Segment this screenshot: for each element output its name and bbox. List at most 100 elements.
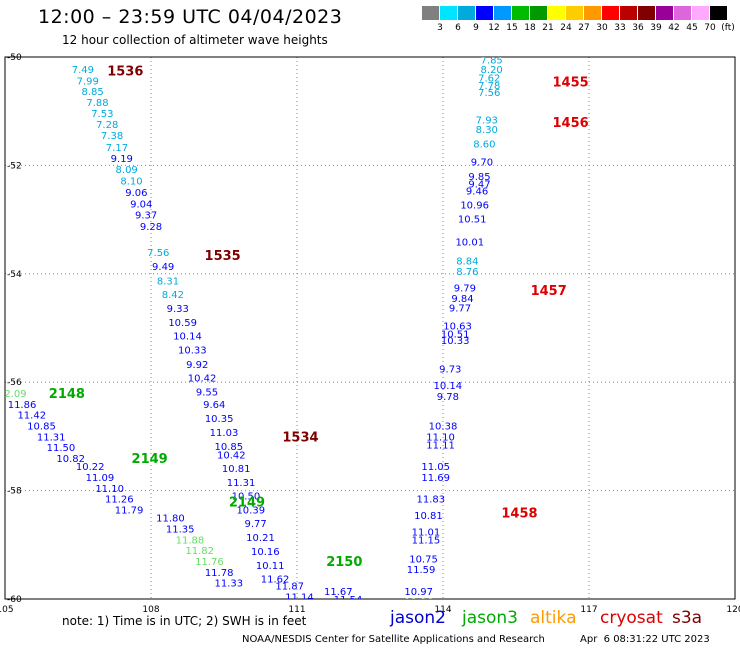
- pass-label: 1456: [553, 116, 589, 131]
- legend-swatch: [440, 6, 457, 20]
- data-point-label: 8.85: [81, 87, 103, 98]
- data-point-label: 10.75: [409, 554, 438, 565]
- legend-swatch: [692, 6, 709, 20]
- pass-label: 1534: [282, 430, 318, 445]
- legend-label: 39: [650, 23, 662, 33]
- legend-label: 24: [560, 23, 572, 33]
- data-point-label: 8.10: [120, 177, 142, 188]
- data-point-label: 9.37: [135, 211, 157, 222]
- data-point-label: 9.77: [449, 303, 471, 314]
- legend-swatch: [638, 6, 655, 20]
- data-point-label: 8.20: [481, 65, 503, 76]
- data-point-label: 9.78: [437, 392, 459, 403]
- data-point-label: 11.01: [412, 527, 441, 538]
- data-point-label: 11.69: [421, 473, 450, 484]
- x-tick-label: 120: [726, 605, 740, 615]
- pass-label: 2150: [326, 555, 362, 570]
- data-point-label: 9.73: [439, 365, 461, 376]
- data-point-label: 11.35: [166, 525, 195, 536]
- data-point-label: 10.42: [188, 373, 217, 384]
- data-point-label: 9.55: [196, 387, 218, 398]
- data-point-label: 8.31: [157, 276, 179, 287]
- data-point-label: 11.42: [17, 411, 46, 422]
- legend-swatch: [674, 6, 691, 20]
- data-point-label: 11.10: [426, 432, 455, 443]
- data-point-label: 11.33: [215, 579, 244, 590]
- data-point-label: 9.70: [471, 158, 493, 169]
- data-point-label: 11.59: [407, 565, 436, 576]
- data-point-label: 10.51: [458, 215, 487, 226]
- data-point-label: 10.33: [441, 336, 470, 347]
- data-point-label: 9.49: [152, 262, 174, 273]
- data-point-label: 11.79: [115, 506, 144, 517]
- legend-label: 30: [596, 23, 608, 33]
- x-tick-label: 108: [142, 605, 159, 615]
- legend-label: 9: [473, 23, 479, 33]
- data-point-label: 11.88: [176, 535, 205, 546]
- data-point-label: 9.77: [245, 519, 267, 530]
- data-point-label: 9.84: [451, 294, 473, 305]
- x-tick-label: 117: [580, 605, 597, 615]
- plot-frame: [4, 56, 736, 600]
- data-point-label: 9.28: [140, 222, 162, 233]
- data-point-label: 7.38: [101, 131, 123, 142]
- data-point-label: 8.09: [116, 165, 138, 176]
- data-point-label: 11.36: [363, 611, 392, 622]
- data-point-label: 11.54: [334, 595, 363, 606]
- data-point-label: 9.46: [466, 186, 488, 197]
- data-point-label: 11.79: [344, 600, 373, 611]
- data-point-label: 10.11: [256, 561, 285, 572]
- data-point-label: 8.30: [476, 125, 498, 136]
- data-point-label: 9.04: [130, 199, 152, 210]
- pass-label: 1455: [553, 75, 589, 90]
- pass-label: 2149: [229, 495, 265, 510]
- legend-label: 42: [668, 23, 680, 33]
- data-point-label: 8.42: [162, 290, 184, 301]
- legend-label: 15: [506, 23, 518, 33]
- data-point-label: 7.78: [478, 81, 500, 92]
- data-point-label: 11.81: [353, 606, 382, 617]
- data-point-label: 7.85: [481, 56, 503, 67]
- legend-label: 33: [614, 23, 626, 33]
- chart-title: 12:00 – 23:59 UTC 04/04/2023: [38, 6, 343, 28]
- data-point-label: 7.56: [478, 88, 500, 99]
- data-point-label: 7.49: [72, 65, 94, 76]
- data-point-label: 11.87: [275, 581, 304, 592]
- legend-label: 45: [686, 23, 698, 33]
- data-point-label: 11.82: [185, 546, 214, 557]
- data-point-label: 11.05: [421, 462, 450, 473]
- data-point-label: 7.62: [478, 74, 500, 85]
- pass-label: 1535: [205, 249, 241, 264]
- credit-text: NOAA/NESDIS Center for Satellite Applica…: [242, 634, 545, 645]
- data-point-label: 9.92: [186, 360, 208, 371]
- data-point-label: 10.14: [173, 332, 202, 343]
- data-point-label: 11.31: [227, 478, 256, 489]
- data-point-label: 11.76: [195, 557, 224, 568]
- data-point-label: 11.80: [156, 514, 185, 525]
- data-point-label: 8.76: [456, 267, 478, 278]
- data-point-label: 11.15: [412, 535, 441, 546]
- data-point-label: 10.51: [441, 329, 470, 340]
- y-tick-label: -56: [7, 378, 22, 388]
- data-point-label: 11.83: [417, 495, 446, 506]
- data-point-label: 12.09: [0, 389, 27, 400]
- tracks-layer: 7.497.998.857.887.537.287.387.179.198.09…: [0, 56, 589, 622]
- legend-label: 27: [578, 23, 590, 33]
- data-point-label: 11.78: [205, 568, 234, 579]
- pass-label: 1536: [107, 65, 143, 80]
- legend-swatch: [656, 6, 673, 20]
- x-tick-label: 105: [0, 605, 14, 615]
- x-tick-label: 114: [434, 605, 451, 615]
- legend-swatch: [530, 6, 547, 20]
- legend-swatch: [422, 6, 439, 20]
- mission-altika: altika: [530, 608, 577, 628]
- y-tick-label: -52: [7, 161, 22, 171]
- data-point-label: 12.26: [404, 598, 433, 609]
- data-point-label: 10.14: [434, 381, 463, 392]
- pass-label: 2148: [49, 387, 85, 402]
- data-point-label: 9.06: [125, 188, 147, 199]
- data-point-label: 11.31: [37, 432, 66, 443]
- data-point-label: 10.33: [178, 346, 207, 357]
- y-tick-label: -54: [7, 270, 22, 280]
- data-point-label: 10.22: [76, 462, 105, 473]
